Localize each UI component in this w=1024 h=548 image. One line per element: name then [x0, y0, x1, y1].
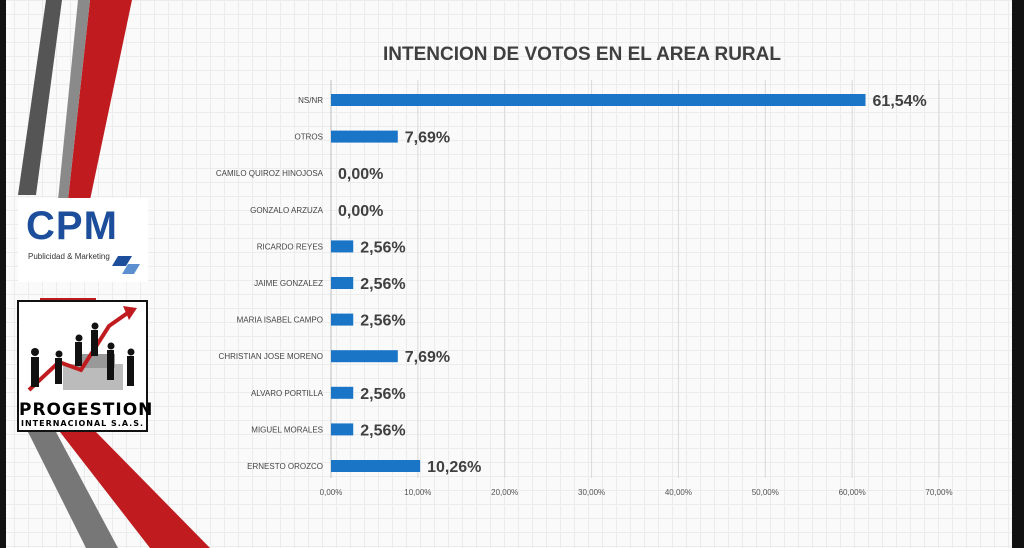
category-label: ALVARO PORTILLA	[251, 389, 324, 398]
bar	[331, 460, 421, 472]
category-label: CAMILO QUIROZ HINOJOSA	[216, 169, 324, 178]
bar	[331, 423, 354, 436]
bar	[331, 94, 866, 106]
bar	[331, 350, 398, 363]
category-label: OTROS	[295, 133, 323, 142]
x-tick-label: 20,00%	[491, 488, 518, 497]
data-label: 2,56%	[360, 276, 405, 293]
category-label: NS/NR	[298, 96, 323, 105]
data-label: 0,00%	[338, 203, 383, 220]
data-label: 7,69%	[405, 349, 450, 366]
data-label: 2,56%	[360, 313, 405, 330]
progestion-logo: PROGESTION INTERNACIONAL S.A.S.	[17, 300, 154, 432]
x-tick-label: 70,00%	[925, 488, 952, 497]
progestion-logo-text: PROGESTION	[19, 400, 154, 420]
gray-stripe-top	[18, 0, 62, 195]
category-label: JAIME GONZALEZ	[254, 279, 323, 288]
red-stripe-top	[68, 0, 132, 200]
data-label: 10,26%	[427, 459, 481, 476]
category-label: MIGUEL MORALES	[251, 425, 323, 434]
category-label: ERNESTO OROZCO	[247, 462, 323, 471]
category-label: MARIA ISABEL CAMPO	[237, 316, 323, 325]
bar	[331, 277, 354, 289]
category-label: RICARDO REYES	[257, 242, 323, 251]
x-tick-label: 60,00%	[839, 488, 866, 497]
data-label: 0,00%	[338, 166, 383, 183]
x-tick-label: 10,00%	[404, 488, 431, 497]
category-label: CHRISTIAN JOSE MORENO	[219, 352, 323, 361]
data-label: 7,69%	[405, 130, 450, 147]
chart-title: INTENCION DE VOTOS EN EL AREA RURAL	[383, 44, 781, 65]
data-label: 2,56%	[360, 386, 405, 403]
red-stripe-bottom	[60, 432, 210, 548]
decorative-stripes	[18, 0, 210, 548]
x-tick-label: 40,00%	[665, 488, 692, 497]
progestion-figures-icon	[27, 306, 137, 392]
left-border	[0, 0, 6, 548]
gray-stripe-thin	[58, 0, 90, 200]
right-border	[1012, 0, 1024, 548]
cpm-mark-icon	[112, 256, 140, 274]
bar	[331, 386, 354, 399]
cpm-logo-text: CPM	[26, 204, 118, 248]
x-tick-label: 30,00%	[578, 488, 605, 497]
bar	[331, 313, 354, 326]
category-label: GONZALO ARZUZA	[250, 206, 324, 215]
data-label: 61,54%	[873, 93, 927, 110]
gray-stripe-bottom	[28, 432, 118, 548]
progestion-logo-tagline: INTERNACIONAL S.A.S.	[20, 419, 145, 428]
bar	[331, 130, 398, 143]
cpm-logo-tagline: Publicidad & Marketing	[28, 252, 110, 261]
bar	[331, 240, 354, 253]
data-label: 2,56%	[360, 422, 405, 439]
data-label: 2,56%	[360, 239, 405, 256]
x-tick-label: 50,00%	[752, 488, 779, 497]
cpm-logo: CPM Publicidad & Marketing	[18, 198, 148, 282]
x-tick-label: 0,00%	[320, 488, 343, 497]
